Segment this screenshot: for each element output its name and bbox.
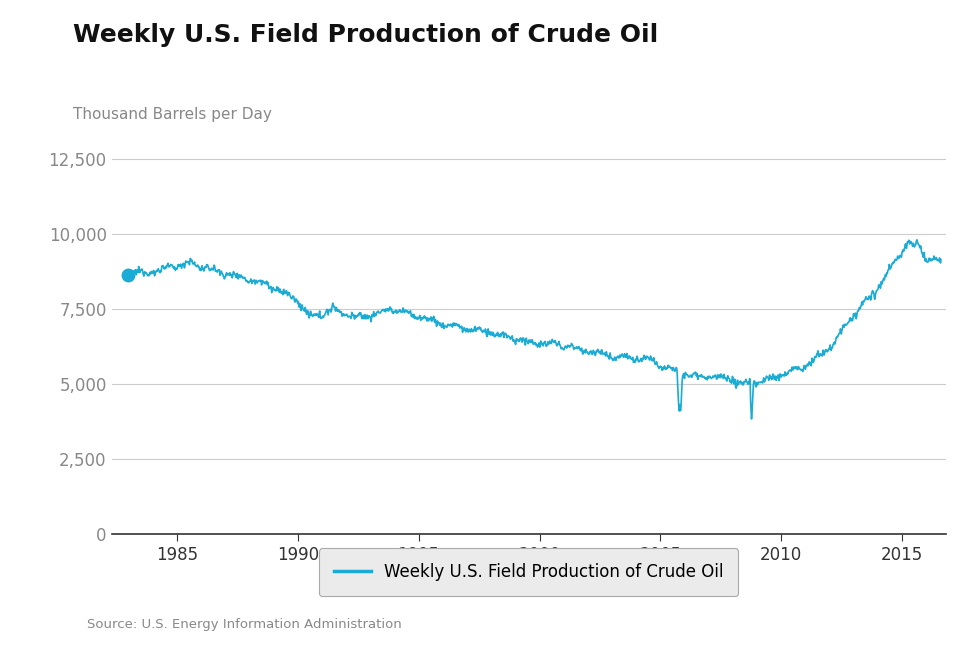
Text: Thousand Barrels per Day: Thousand Barrels per Day bbox=[73, 107, 271, 122]
Text: Weekly U.S. Field Production of Crude Oil: Weekly U.S. Field Production of Crude Oi… bbox=[73, 23, 657, 47]
Legend: Weekly U.S. Field Production of Crude Oil: Weekly U.S. Field Production of Crude Oi… bbox=[319, 548, 737, 596]
Text: Source: U.S. Energy Information Administration: Source: U.S. Energy Information Administ… bbox=[87, 618, 401, 631]
